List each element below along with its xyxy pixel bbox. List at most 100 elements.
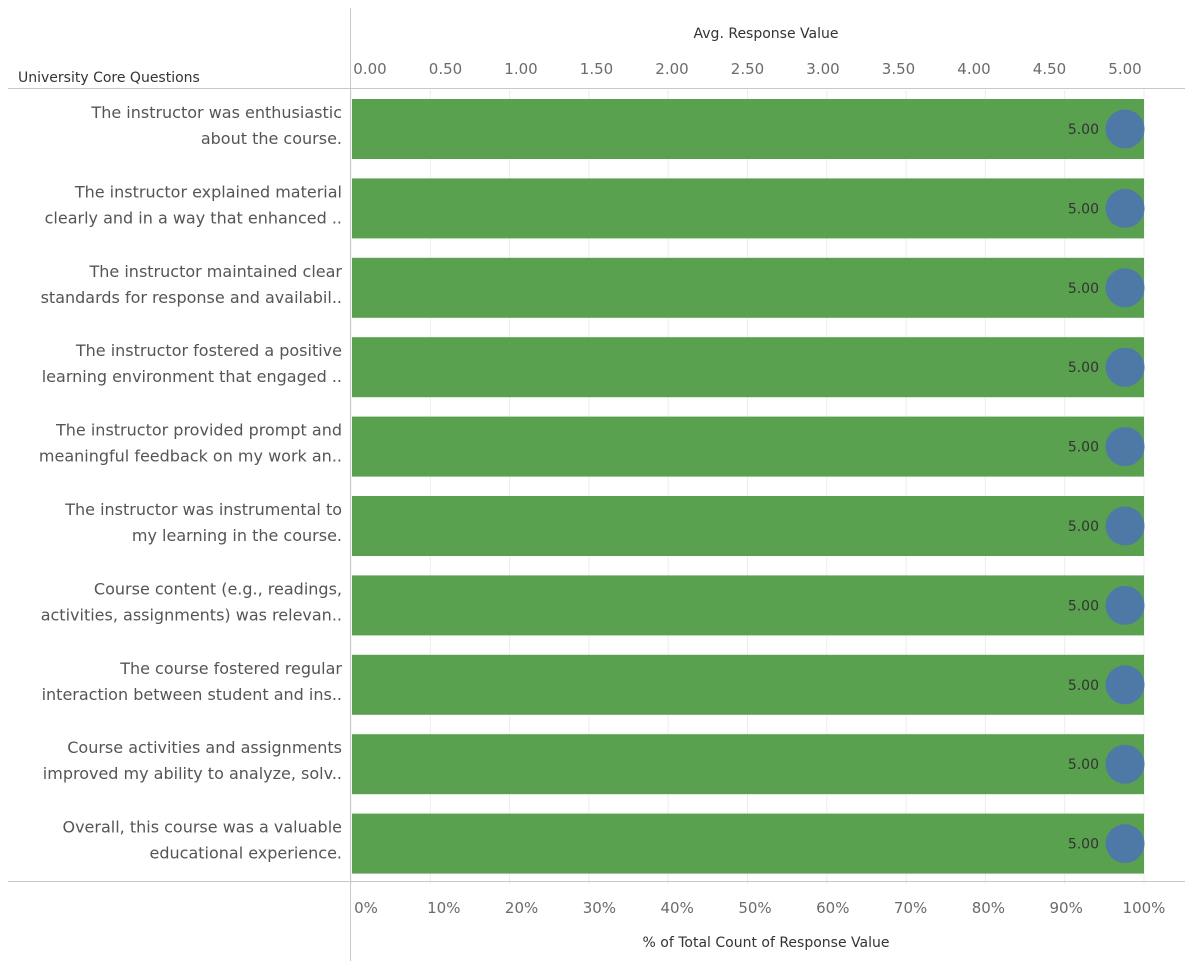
avg-response-label: 5.00 — [1068, 281, 1099, 297]
avg-response-label: 5.00 — [1068, 519, 1099, 535]
top-tick-label: 1.50 — [580, 60, 613, 78]
axis-rules — [8, 8, 1185, 961]
row-label-line: Course activities and assignments — [67, 738, 342, 757]
chart-row: The instructor was instrumental to my lea… — [64, 496, 1145, 556]
row-label-line: about the course. — [201, 129, 342, 148]
bottom-axis-title: % of Total Count of Response Value — [643, 935, 890, 951]
avg-response-label: 5.00 — [1068, 678, 1099, 694]
row-label-line: The instructor provided prompt and — [55, 421, 342, 440]
chart-row: Course content (e.g., readings, activitie… — [41, 575, 1145, 636]
percent-bar — [352, 734, 1144, 795]
top-tick-label: 0.00 — [353, 60, 386, 78]
avg-response-dot — [1105, 188, 1145, 228]
avg-response-dot — [1105, 824, 1145, 864]
bottom-tick-label: 80% — [972, 899, 1005, 917]
row-label: The instructor explained material clearly… — [45, 182, 342, 227]
top-tick-label: 3.50 — [882, 60, 915, 78]
row-label: The course fostered regular interaction b… — [42, 659, 343, 704]
top-tick-label: 5.00 — [1108, 60, 1141, 78]
bottom-tick-label: 60% — [816, 899, 849, 917]
row-label-line: improved my ability to analyze, solv.. — [43, 764, 342, 783]
avg-response-dot — [1105, 585, 1145, 625]
row-label-line: clearly and in a way that enhanced .. — [45, 208, 342, 227]
percent-bar — [352, 496, 1144, 556]
row-label: The instructor was instrumental to my lea… — [64, 500, 342, 545]
avg-response-dot — [1105, 427, 1145, 467]
row-label-line: The instructor was instrumental to — [64, 500, 342, 519]
bottom-tick-label: 100% — [1123, 899, 1166, 917]
top-tick-label: 2.00 — [655, 60, 688, 78]
row-label: The instructor maintained clear standards… — [41, 262, 343, 307]
bottom-tick-label: 20% — [505, 899, 538, 917]
chart-row: The instructor provided prompt and meanin… — [39, 416, 1145, 477]
row-label-line: The instructor explained material — [74, 182, 342, 201]
chart-row: The instructor maintained clear standards… — [41, 257, 1145, 318]
chart-row: The instructor was enthusiastic about the… — [90, 99, 1145, 159]
avg-response-dot — [1105, 665, 1145, 705]
avg-response-label: 5.00 — [1068, 757, 1099, 773]
top-tick-label: 2.50 — [731, 60, 764, 78]
top-tick-label: 1.00 — [504, 60, 537, 78]
avg-response-label: 5.00 — [1068, 837, 1099, 853]
avg-response-label: 5.00 — [1068, 598, 1099, 614]
bottom-tick-label: 70% — [894, 899, 927, 917]
row-label-line: The instructor fostered a positive — [75, 341, 342, 360]
percent-bar — [352, 654, 1144, 715]
percent-bar — [352, 813, 1144, 874]
row-label: The instructor was enthusiastic about the… — [90, 103, 342, 148]
percent-bar — [352, 257, 1144, 318]
bottom-tick-label: 0% — [354, 899, 378, 917]
row-label-line: interaction between student and ins.. — [42, 685, 342, 704]
row-label: The instructor provided prompt and meanin… — [39, 421, 342, 466]
percent-bar — [352, 99, 1144, 159]
row-label-line: educational experience. — [150, 844, 343, 863]
top-axis-title: Avg. Response Value — [694, 26, 839, 42]
bottom-tick-label: 90% — [1050, 899, 1083, 917]
row-label-line: Overall, this course was a valuable — [62, 818, 342, 837]
chart-row: The instructor fostered a positive learni… — [42, 337, 1145, 398]
top-tick-label: 0.50 — [429, 60, 462, 78]
percent-bar — [352, 575, 1144, 636]
row-label-line: my learning in the course. — [132, 526, 342, 545]
percent-bar — [352, 416, 1144, 477]
percent-bar — [352, 178, 1144, 239]
top-axis-ticks: 0.00 0.50 1.00 1.50 2.00 2.50 3.00 3.50 4.00 4.50… — [353, 60, 1141, 78]
header-title: University Core Questions — [18, 70, 200, 86]
top-tick-label: 4.00 — [957, 60, 990, 78]
chart-row: Overall, this course was a valuable educa… — [62, 813, 1145, 874]
chart-row: The instructor explained material clearly… — [45, 178, 1145, 239]
row-label: Overall, this course was a valuable educa… — [62, 818, 342, 863]
top-tick-label: 3.00 — [806, 60, 839, 78]
bottom-tick-label: 30% — [583, 899, 616, 917]
bottom-tick-label: 10% — [427, 899, 460, 917]
row-label-line: The instructor maintained clear — [89, 262, 343, 281]
avg-response-dot — [1105, 109, 1145, 149]
top-tick-label: 4.50 — [1033, 60, 1066, 78]
row-label: Course content (e.g., readings, activitie… — [41, 579, 342, 624]
row-label-line: The instructor was enthusiastic — [90, 103, 342, 122]
bottom-tick-label: 50% — [738, 899, 771, 917]
row-label: The instructor fostered a positive learni… — [42, 341, 342, 386]
bottom-tick-label: 40% — [661, 899, 694, 917]
chart-rows: The instructor was enthusiastic about the… — [39, 99, 1145, 874]
row-label-line: learning environment that engaged .. — [42, 367, 342, 386]
row-label-line: standards for response and availabil.. — [41, 288, 342, 307]
row-label: Course activities and assignments improve… — [43, 738, 342, 783]
chart-row: Course activities and assignments improve… — [43, 734, 1145, 795]
avg-response-label: 5.00 — [1068, 201, 1099, 217]
row-label-line: Course content (e.g., readings, — [94, 579, 342, 598]
avg-response-label: 5.00 — [1068, 360, 1099, 376]
avg-response-dot — [1105, 506, 1145, 546]
avg-response-label: 5.00 — [1068, 122, 1099, 138]
avg-response-label: 5.00 — [1068, 440, 1099, 456]
avg-response-dot — [1105, 268, 1145, 308]
avg-response-dot — [1105, 744, 1145, 784]
chart-row: The course fostered regular interaction b… — [42, 654, 1145, 715]
percent-bar — [352, 337, 1144, 398]
row-label-line: meaningful feedback on my work an.. — [39, 447, 342, 466]
row-label-line: activities, assignments) was relevan.. — [41, 605, 342, 624]
row-label-line: The course fostered regular — [119, 659, 342, 678]
avg-response-dot — [1105, 347, 1145, 387]
bottom-axis-ticks: 0% 10% 20% 30% 40% 50% 60% 70% 80% 90% 100% — [354, 899, 1165, 917]
